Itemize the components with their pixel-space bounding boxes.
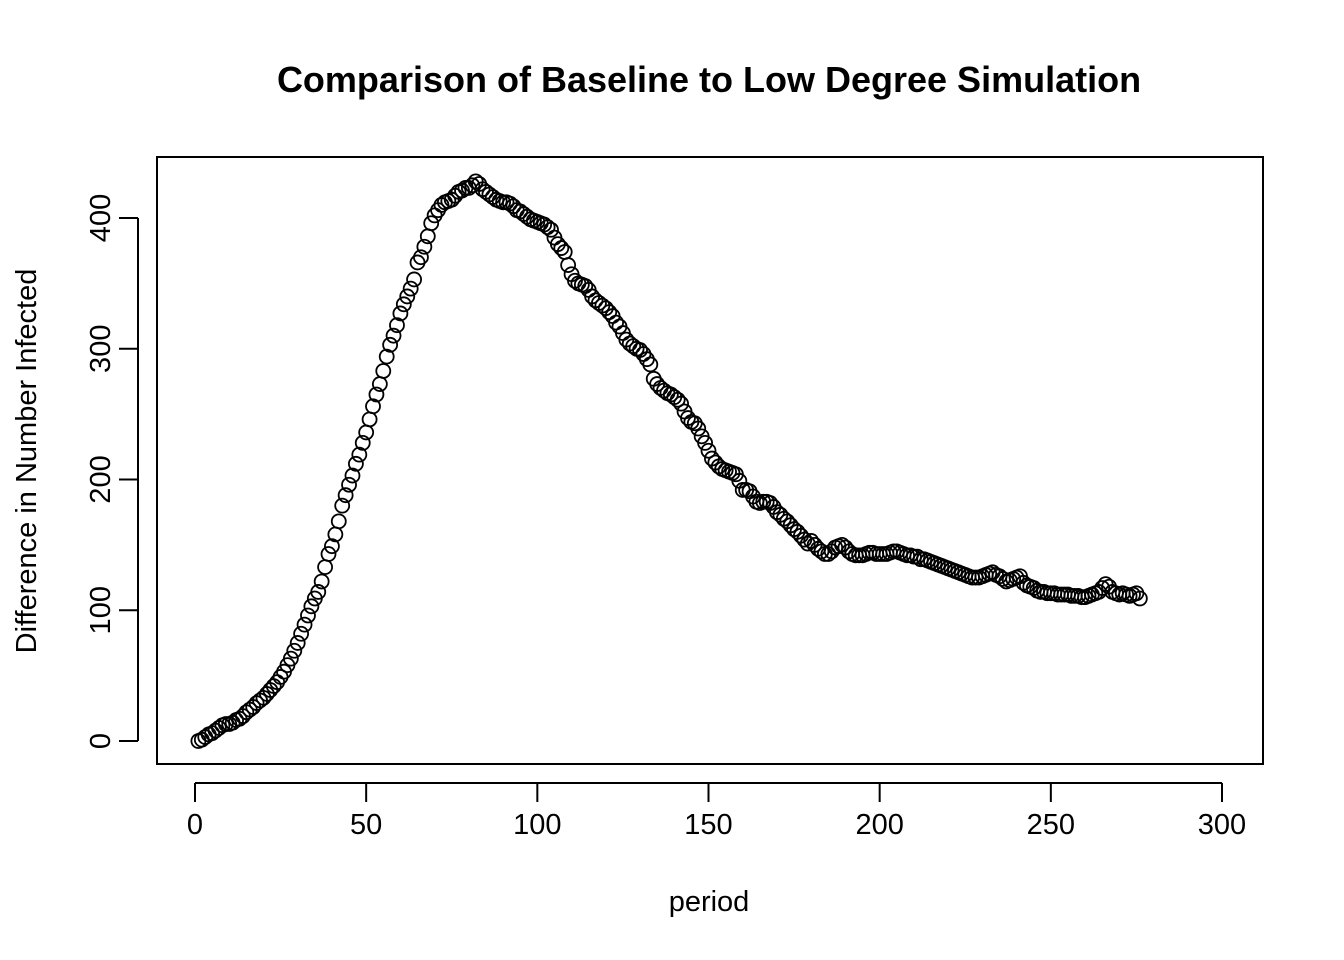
data-point [392,305,409,322]
data-point [389,317,405,334]
x-axis-label: period [669,886,750,918]
plot-frame [156,156,1264,765]
data-point [399,288,416,305]
data-point [700,442,717,459]
data-point [354,434,371,451]
data-point [365,398,381,415]
data-point [375,363,392,379]
x-tick-label: 150 [684,809,732,841]
data-point [341,476,357,493]
y-tick-label: 0 [85,733,117,749]
data-point [300,607,316,624]
data-point [303,598,320,615]
data-point [669,391,686,408]
data-point [553,240,570,256]
data-point [330,513,347,530]
data-point [423,215,440,232]
data-point [464,177,481,194]
data-point [320,546,337,562]
x-tick-label: 300 [1198,809,1246,841]
data-point [560,257,577,273]
data-point [324,538,340,555]
data-point [347,455,364,472]
data-point [286,642,303,659]
data-point [368,386,385,403]
y-tick-label: 100 [85,586,117,634]
data-point [385,327,402,344]
x-tick-label: 50 [350,809,382,841]
data-point [289,635,306,651]
data-point [337,487,354,504]
data-point [909,548,926,565]
x-tick-label: 250 [1027,809,1075,841]
data-point [697,434,713,451]
data-point [402,280,419,297]
data-point [361,411,378,428]
y-tick-label: 400 [85,194,117,242]
y-axis-label: Difference in Number Infected [11,269,43,654]
y-axis: 0 100 200 300 400 [85,194,139,749]
data-point [416,238,433,255]
data-point [293,625,310,642]
data-point [334,497,351,514]
data-point [344,467,361,484]
data-point [282,650,299,667]
data-points [190,173,1148,749]
data-point [1094,580,1111,596]
chart-title: Comparison of Baseline to Low Degree Sim… [277,59,1141,100]
data-point [642,356,659,373]
data-point [313,573,330,590]
data-point [673,395,690,412]
x-tick-label: 100 [513,809,561,841]
data-point [406,271,422,288]
data-point [413,249,429,266]
y-tick-label: 200 [85,455,117,503]
y-tick-label: 300 [85,325,117,373]
data-point [378,348,395,365]
data-point [543,221,559,238]
data-point [296,616,313,633]
data-point [310,584,327,600]
data-point [351,446,368,463]
x-axis: 0 50 100 150 200 250 300 [187,782,1246,841]
data-point [690,420,707,437]
data-point [395,296,412,313]
data-point [382,336,399,353]
data-point [1131,590,1148,607]
x-tick-label: 200 [855,809,903,841]
x-tick-label: 0 [187,809,203,841]
data-point [317,559,333,575]
